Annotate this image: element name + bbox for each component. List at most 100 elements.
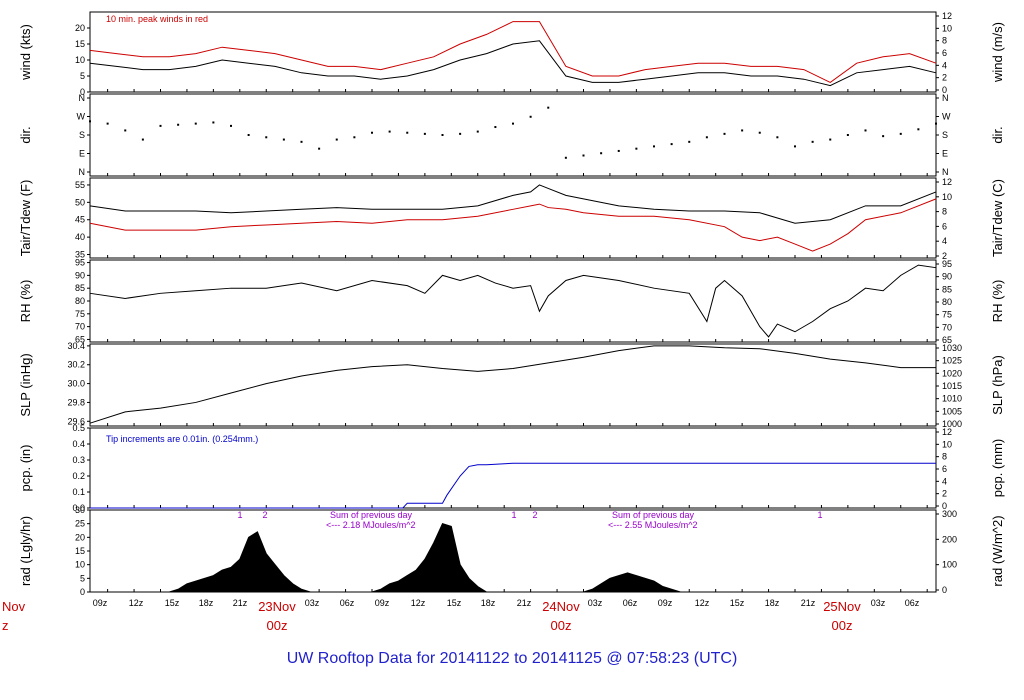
dir-point: [124, 129, 127, 132]
hour-label: 12z: [129, 598, 144, 608]
radiation-note-3: Sum of previous day: [612, 510, 695, 520]
ylabel-left-temperature: Tair/Tdew (F): [18, 180, 33, 257]
dir-point: [318, 147, 321, 150]
ytick-label-left-radiation: 5: [80, 573, 85, 583]
ytick-label-left-precipitation: 0.5: [72, 423, 85, 433]
dir-point: [371, 131, 373, 134]
ytick-label-right-slp: 1020: [942, 368, 962, 378]
wind-series-0: [89, 40, 937, 87]
ytick-label-right-rh: 80: [942, 297, 952, 307]
ytick-label-right-radiation: 100: [942, 560, 957, 570]
ytick-label-right-precipitation: 10: [942, 439, 952, 449]
ytick-label-right-wind: 8: [942, 36, 947, 46]
dir-point: [388, 130, 391, 133]
ytick-label-right-direction: N: [942, 93, 949, 103]
ylabel-left-slp: SLP (inHg): [18, 353, 33, 416]
hour-label: 12z: [411, 598, 426, 608]
ytick-label-left-precipitation: 0.4: [72, 439, 85, 449]
ytick-label-right-wind: 12: [942, 11, 952, 21]
hour-label: 15z: [447, 598, 462, 608]
ytick-label-left-slp: 29.8: [67, 397, 85, 407]
ytick-label-left-wind: 0: [80, 87, 85, 97]
ytick-label-right-rh: 70: [942, 322, 952, 332]
dir-point: [723, 132, 726, 135]
ytick-label-right-precipitation: 8: [942, 452, 947, 462]
ytick-label-left-radiation: 20: [75, 532, 85, 542]
day-label-hour: 00z: [832, 618, 853, 633]
dir-point: [776, 136, 779, 139]
ylabel-right-temperature: Tair/Tdew (C): [990, 179, 1005, 257]
rh-series-0: [89, 264, 937, 338]
ytick-label-left-temperature: 50: [75, 197, 85, 207]
ytick-label-right-precipitation: 4: [942, 476, 947, 486]
ytick-label-left-radiation: 15: [75, 546, 85, 556]
day-label: 24Nov: [542, 599, 580, 614]
dir-point: [741, 129, 744, 132]
hour-label: 09z: [93, 598, 108, 608]
ylabel-left-direction: dir.: [18, 126, 33, 143]
dir-point: [653, 145, 655, 148]
ytick-label-right-precipitation: 2: [942, 489, 947, 499]
ytick-label-right-wind: 6: [942, 48, 947, 58]
radiation-area: [169, 523, 707, 593]
dir-point: [406, 131, 409, 134]
ytick-label-left-direction: N: [79, 93, 86, 103]
ytick-label-left-radiation: 0: [80, 587, 85, 597]
ylabel-right-radiation: rad (W/m^2): [990, 515, 1005, 586]
ytick-label-right-temperature: 6: [942, 221, 947, 231]
ytick-label-right-radiation: 0: [942, 585, 947, 595]
dir-point: [600, 152, 603, 155]
ytick-label-right-temperature: 2: [942, 251, 947, 261]
dir-point: [177, 123, 180, 126]
dir-point: [582, 154, 585, 157]
dir-point: [89, 120, 91, 123]
dir-point: [564, 156, 567, 159]
ylabel-left-radiation: rad (Lgly/hr): [18, 516, 33, 586]
dir-point: [705, 136, 708, 139]
radiation-marker: 1: [511, 510, 516, 520]
ytick-label-left-direction: S: [79, 130, 85, 140]
dir-point: [635, 147, 638, 150]
ytick-label-right-wind: 2: [942, 73, 947, 83]
hour-label: 09z: [375, 598, 390, 608]
dir-point: [194, 122, 197, 125]
ytick-label-right-temperature: 10: [942, 192, 952, 202]
annotation-wind: 10 min. peak winds in red: [106, 14, 208, 24]
ylabel-right-rh: RH (%): [990, 280, 1005, 323]
ytick-label-left-direction: E: [79, 149, 85, 159]
ytick-label-left-temperature: 55: [75, 180, 85, 190]
dir-point: [353, 136, 356, 139]
ytick-label-left-direction: W: [77, 112, 86, 122]
dir-point: [899, 132, 902, 135]
ylabel-right-slp: SLP (hPa): [990, 355, 1005, 415]
ytick-label-right-rh: 95: [942, 259, 952, 269]
ytick-label-right-slp: 1015: [942, 381, 962, 391]
dir-point: [917, 128, 920, 131]
ytick-label-left-precipitation: 0.2: [72, 471, 85, 481]
ytick-label-right-temperature: 4: [942, 236, 947, 246]
ytick-label-left-precipitation: 0.3: [72, 455, 85, 465]
precipitation-series-0: [90, 462, 936, 509]
ytick-label-left-radiation: 10: [75, 560, 85, 570]
ylabel-right-precipitation: pcp. (mm): [990, 439, 1005, 498]
ytick-label-left-rh: 85: [75, 283, 85, 293]
hour-label: 21z: [801, 598, 816, 608]
ytick-label-right-direction: N: [942, 167, 949, 177]
dir-point: [512, 122, 514, 125]
day-label-hour: 00z: [551, 618, 572, 633]
ytick-label-right-temperature: 12: [942, 177, 952, 187]
panel-frame-wind: [89, 11, 937, 93]
ytick-label-left-slp: 29.6: [67, 416, 85, 426]
ytick-label-right-temperature: 8: [942, 207, 947, 217]
dir-point: [230, 124, 232, 127]
dir-point: [247, 134, 250, 136]
ytick-label-right-rh: 85: [942, 284, 952, 294]
hour-label: 06z: [905, 598, 920, 608]
temperature-series-0: [89, 184, 937, 224]
dir-point: [265, 136, 268, 139]
panel-frame-rh: [89, 259, 937, 343]
ytick-label-left-rh: 80: [75, 296, 85, 306]
dir-point: [882, 135, 885, 138]
ytick-label-left-rh: 95: [75, 258, 85, 268]
hour-label: 18z: [765, 598, 780, 608]
